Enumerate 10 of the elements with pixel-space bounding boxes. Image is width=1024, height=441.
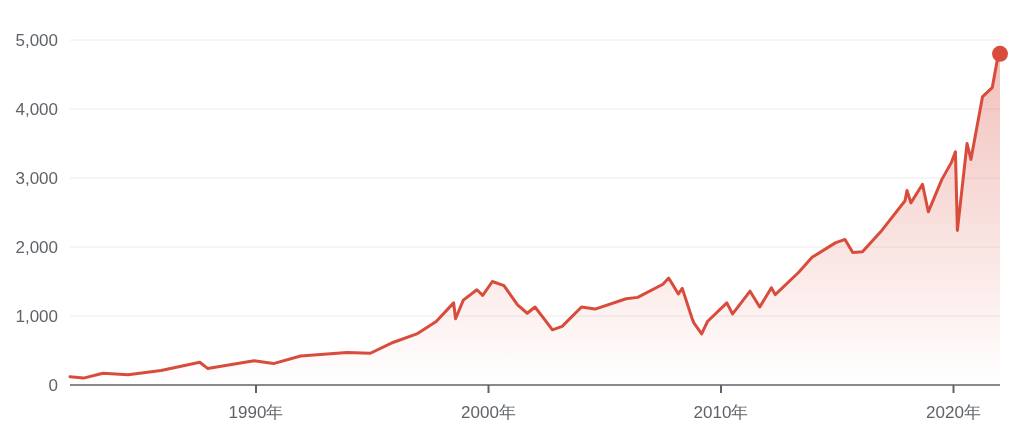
y-tick-label: 4,000 xyxy=(15,100,58,119)
x-tick-label: 2010年 xyxy=(693,403,749,422)
y-tick-label: 3,000 xyxy=(15,169,58,188)
y-tick-label: 0 xyxy=(48,376,58,395)
y-tick-label: 5,000 xyxy=(15,31,58,50)
x-tick-label: 2020年 xyxy=(926,403,981,422)
x-tick-label: 1990年 xyxy=(228,403,284,422)
y-tick-label: 1,000 xyxy=(15,307,58,326)
y-tick-label: 2,000 xyxy=(15,238,58,257)
x-tick-label: 2000年 xyxy=(461,403,516,422)
